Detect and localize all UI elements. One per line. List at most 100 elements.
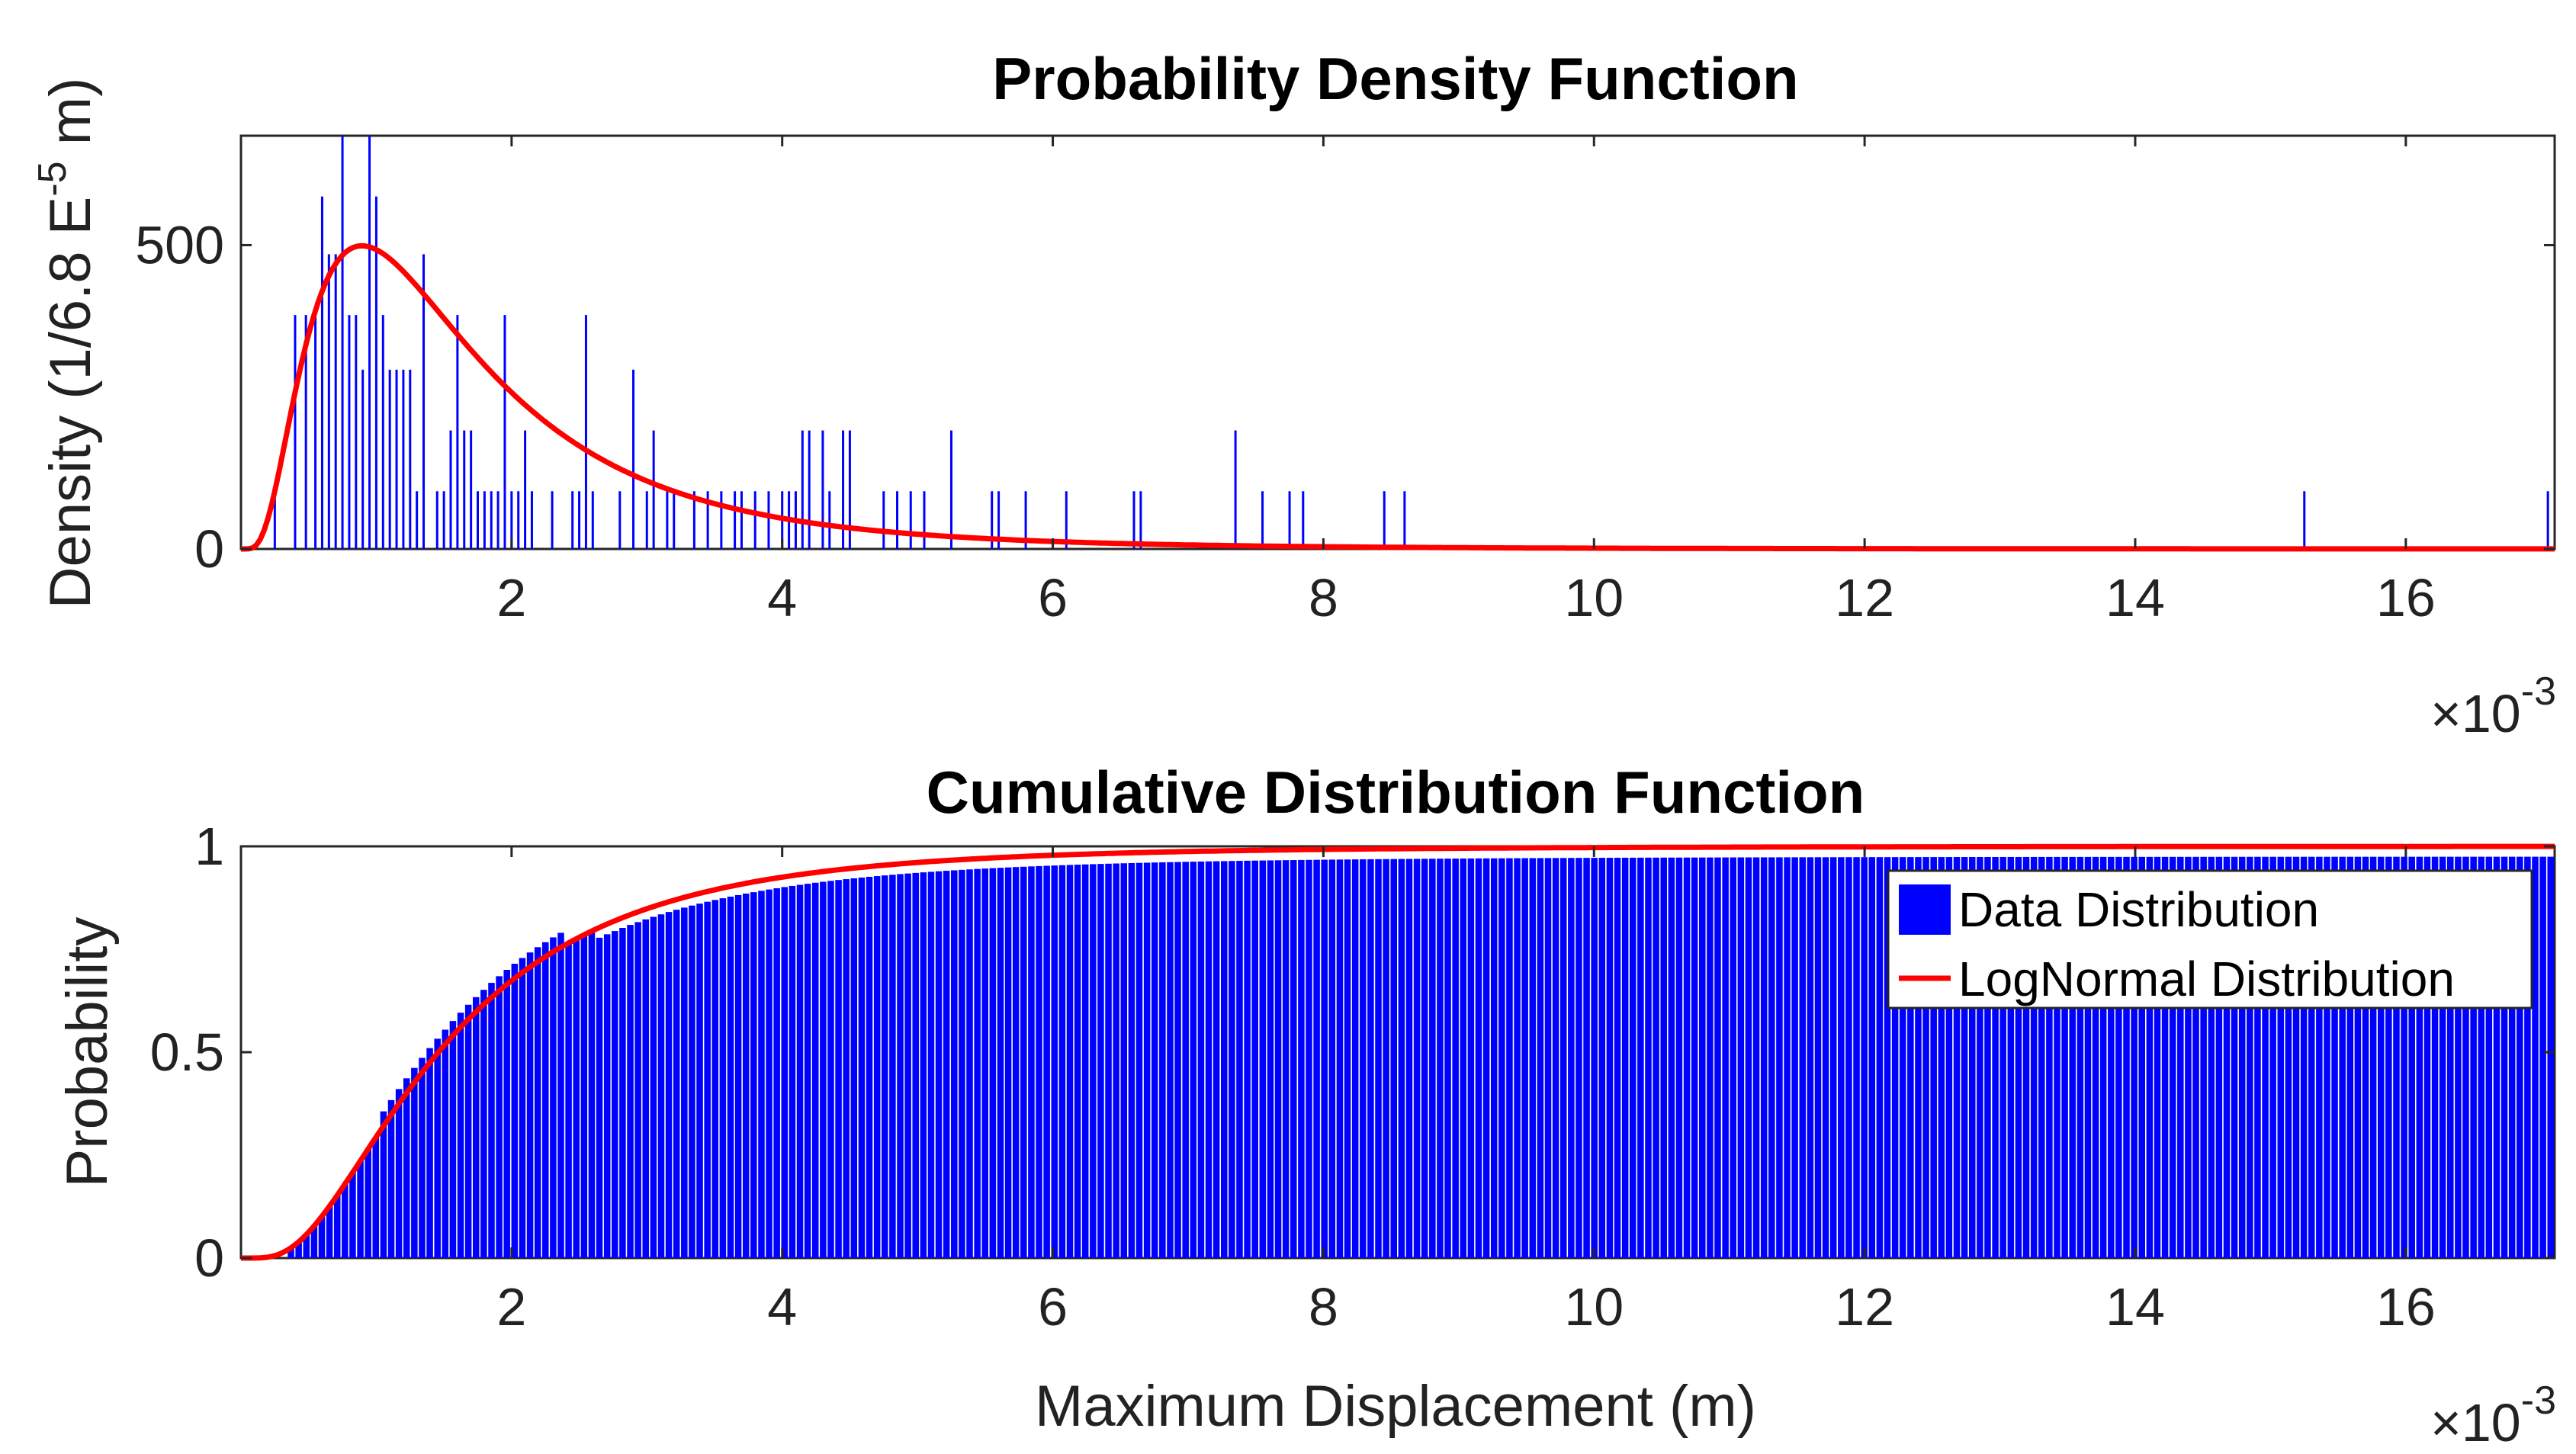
- cdf-bar: [1036, 865, 1042, 1258]
- pdf-xtick-label: 6: [1038, 568, 1068, 627]
- pdf-bar: [381, 315, 384, 549]
- cdf-bar: [1637, 857, 1644, 1258]
- cdf-bar: [2416, 856, 2423, 1258]
- cdf-bar: [1367, 859, 1374, 1258]
- cdf-bar: [1683, 857, 1691, 1258]
- pdf-bar: [1288, 491, 1291, 549]
- cdf-bar: [2393, 856, 2400, 1258]
- cdf-bar: [981, 868, 988, 1258]
- cdf-xtick-label: 12: [1835, 1277, 1894, 1337]
- cdf-bar: [464, 1004, 472, 1258]
- pdf-bar: [442, 491, 445, 549]
- pdf-bars: [273, 136, 2549, 549]
- cdf-bar: [1444, 859, 1451, 1258]
- pdf-bar: [374, 196, 377, 549]
- cdf-bar: [2292, 856, 2300, 1258]
- cdf-bar: [1028, 866, 1035, 1258]
- cdf-bar: [349, 1172, 356, 1258]
- cdf-bar: [480, 990, 487, 1258]
- cdf-bar: [2300, 856, 2308, 1258]
- pdf-bar: [584, 315, 587, 549]
- cdf-x-label: Maximum Displacement (m): [1035, 1374, 1756, 1439]
- cdf-bar: [1591, 858, 1598, 1258]
- cdf-bar: [2308, 856, 2315, 1258]
- cdf-bar: [2462, 856, 2469, 1258]
- cdf-bar: [1251, 860, 1258, 1258]
- cdf-bar: [550, 937, 557, 1258]
- cdf-bar: [419, 1058, 426, 1258]
- cdf-bar: [2030, 856, 2038, 1258]
- cdf-x-axis: 2 4 6 8 10 12 14 16: [496, 846, 2436, 1337]
- cdf-bar: [387, 1099, 395, 1258]
- cdf-bar: [1244, 860, 1251, 1258]
- cdf-bar: [2077, 856, 2084, 1258]
- cdf-bar: [395, 1089, 403, 1258]
- cdf-bar: [1768, 857, 1775, 1258]
- cdf-bar: [1891, 857, 1899, 1258]
- pdf-bar: [416, 491, 419, 549]
- pdf-bar: [456, 315, 459, 549]
- cdf-bar: [1267, 860, 1274, 1258]
- pdf-bar: [1302, 491, 1305, 549]
- cdf-bar: [2532, 856, 2539, 1258]
- cdf-bar: [2547, 856, 2554, 1258]
- pdf-bar: [530, 491, 533, 549]
- pdf-x-multiplier-exp: -3: [2521, 669, 2556, 714]
- cdf-bar: [619, 927, 626, 1258]
- cdf-bar: [2377, 856, 2385, 1258]
- pdf-ytick-label: 500: [135, 215, 224, 274]
- cdf-xtick-label: 2: [496, 1277, 526, 1337]
- cdf-bar: [734, 894, 742, 1258]
- cdf-bar: [943, 871, 950, 1258]
- cdf-bar: [1090, 864, 1097, 1258]
- pdf-bar: [1403, 491, 1406, 549]
- cdf-bar: [2215, 856, 2223, 1258]
- cdf-bar: [1081, 864, 1089, 1258]
- cdf-bar: [1390, 859, 1397, 1258]
- pdf-y-label-tail: m): [38, 78, 103, 162]
- pdf-y-axis: 0 500: [135, 215, 2555, 579]
- cdf-x-multiplier-exp: -3: [2521, 1379, 2556, 1423]
- cdf-bar: [1383, 859, 1389, 1258]
- cdf-title: Cumulative Distribution Function: [927, 759, 1865, 826]
- cdf-bar: [1598, 858, 1606, 1258]
- cdf-bar: [2431, 856, 2439, 1258]
- cdf-bar: [2177, 856, 2184, 1258]
- cdf-bar: [727, 896, 734, 1258]
- cdf-bar: [1058, 865, 1066, 1258]
- cdf-bar: [2015, 856, 2022, 1258]
- pdf-bar: [327, 254, 330, 549]
- pdf-bar: [422, 254, 426, 549]
- cdf-bar: [2485, 856, 2493, 1258]
- cdf-bar: [542, 942, 549, 1258]
- cdf-bar: [873, 876, 881, 1258]
- cdf-bar: [2354, 856, 2362, 1258]
- cdf-bar: [442, 1029, 449, 1258]
- cdf-bar: [1490, 858, 1498, 1258]
- cdf-bar: [1413, 859, 1421, 1258]
- cdf-bar: [742, 893, 750, 1258]
- cdf-bar: [2401, 856, 2407, 1258]
- cdf-xtick-label: 4: [767, 1277, 797, 1337]
- cdf-bar: [596, 937, 603, 1258]
- cdf-bar: [1552, 858, 1559, 1258]
- cdf-bar: [820, 881, 827, 1258]
- cdf-bar: [326, 1205, 333, 1258]
- cdf-bar: [1544, 858, 1552, 1258]
- cdf-bar: [1097, 864, 1104, 1258]
- pdf-bar: [692, 491, 695, 549]
- pdf-bar: [821, 430, 824, 549]
- pdf-bar: [348, 315, 351, 549]
- cdf-bar: [2092, 856, 2099, 1258]
- cdf-bar: [1822, 857, 1829, 1258]
- cdf-bar: [1814, 857, 1822, 1258]
- cdf-bar: [1537, 858, 1544, 1258]
- cdf-bar: [1953, 857, 1961, 1258]
- cdf-bar: [811, 882, 819, 1258]
- cdf-bar: [989, 868, 997, 1258]
- cdf-y-axis: 00.51: [150, 817, 2555, 1288]
- cdf-bar: [1845, 857, 1852, 1258]
- pdf-bar: [402, 369, 405, 549]
- cdf-bar: [2339, 856, 2346, 1258]
